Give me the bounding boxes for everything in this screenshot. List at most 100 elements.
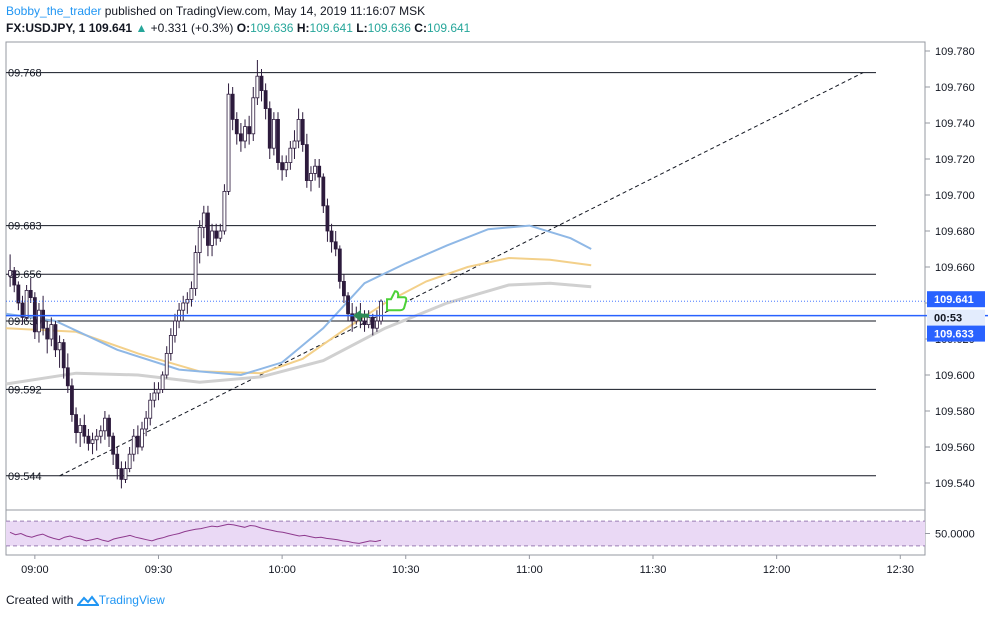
last-price: 109.641 bbox=[88, 21, 133, 35]
candle bbox=[193, 245, 198, 296]
candle bbox=[45, 321, 50, 354]
candle bbox=[259, 69, 264, 102]
author-link[interactable]: Bobby_the_trader bbox=[6, 4, 102, 18]
candle-body bbox=[119, 468, 124, 480]
candle bbox=[292, 130, 297, 159]
y-tick-label: 109.760 bbox=[935, 82, 975, 94]
tradingview-link[interactable]: TradingView bbox=[98, 593, 165, 607]
candle bbox=[94, 429, 99, 451]
low-value: 109.636 bbox=[367, 21, 411, 35]
candle-body bbox=[181, 302, 186, 311]
candle bbox=[70, 378, 74, 422]
footer: Created with TradingView bbox=[6, 593, 165, 608]
candle bbox=[243, 119, 247, 149]
close-label: C: bbox=[414, 21, 427, 35]
y-tick-label: 109.600 bbox=[935, 370, 975, 382]
candle bbox=[342, 274, 346, 303]
candle-body bbox=[65, 367, 70, 387]
candle bbox=[370, 313, 375, 336]
y-tick-label: 109.720 bbox=[935, 154, 975, 166]
candle-body bbox=[127, 453, 132, 470]
candle bbox=[148, 393, 153, 426]
candle bbox=[379, 299, 383, 325]
candle bbox=[144, 411, 149, 437]
candle-body bbox=[234, 119, 239, 135]
candle-body bbox=[111, 435, 116, 455]
candle bbox=[329, 223, 334, 253]
candle bbox=[37, 303, 41, 343]
sma-fast-line bbox=[5, 224, 592, 377]
horizontal-level-label: 09.592 bbox=[8, 384, 42, 396]
candle bbox=[280, 155, 285, 181]
candle-body bbox=[267, 108, 272, 149]
candle-body bbox=[243, 126, 247, 142]
candle-body bbox=[284, 162, 289, 171]
horizontal-level-label: 09.656 bbox=[8, 269, 42, 281]
symbol-label[interactable]: FX:USDJPY, 1 bbox=[6, 21, 86, 35]
candle bbox=[346, 292, 350, 321]
candle bbox=[230, 87, 235, 131]
candle bbox=[276, 112, 280, 170]
candle-body bbox=[49, 324, 54, 340]
candle bbox=[317, 159, 322, 188]
arrow-marker-icon bbox=[353, 309, 370, 322]
candle-body bbox=[276, 119, 280, 164]
candle-body bbox=[333, 241, 338, 250]
candle bbox=[65, 353, 70, 393]
candle-body bbox=[247, 126, 252, 135]
x-tick-label: 12:00 bbox=[763, 564, 791, 576]
candle-body bbox=[263, 90, 268, 109]
candle-body bbox=[226, 93, 231, 192]
candle-body bbox=[329, 230, 334, 243]
candle bbox=[156, 382, 161, 401]
x-tick-label: 11:00 bbox=[516, 564, 543, 576]
y-tick-label: 109.660 bbox=[935, 262, 975, 274]
candle-body bbox=[41, 309, 45, 329]
candle bbox=[206, 205, 210, 257]
price-chart[interactable]: 109.540109.560109.580109.600109.620109.6… bbox=[0, 0, 988, 590]
candle-body bbox=[61, 342, 66, 369]
candle-body bbox=[82, 424, 87, 437]
candle-body bbox=[342, 280, 346, 297]
candle bbox=[325, 198, 330, 242]
candle bbox=[271, 112, 276, 156]
candle-body bbox=[135, 435, 140, 448]
candle bbox=[251, 87, 256, 141]
candle-body bbox=[222, 190, 227, 232]
x-tick-label: 10:00 bbox=[268, 564, 296, 576]
candle-body bbox=[57, 342, 62, 351]
candle bbox=[263, 83, 268, 120]
y-tick-label: 109.680 bbox=[935, 226, 975, 238]
candle-body bbox=[292, 140, 297, 149]
current-price-tag: 109.641 bbox=[934, 294, 974, 306]
horizontal-level-label: 09.768 bbox=[8, 68, 42, 80]
candle bbox=[86, 429, 91, 451]
candle-body bbox=[230, 93, 235, 120]
candle bbox=[168, 328, 173, 361]
y-tick-label: 109.740 bbox=[935, 118, 975, 130]
candle-body bbox=[53, 324, 58, 351]
cursor-price-tag: 109.633 bbox=[934, 329, 974, 341]
candle-body bbox=[239, 133, 243, 142]
candle-body bbox=[300, 119, 305, 146]
tradingview-logo-icon bbox=[76, 595, 99, 606]
horizontal-level-label: 09.544 bbox=[8, 471, 42, 483]
candle-body bbox=[206, 212, 210, 246]
candle-body bbox=[156, 388, 161, 394]
candle-body bbox=[164, 352, 169, 376]
candle-body bbox=[304, 144, 309, 182]
price-change: +0.331 (+0.3%) bbox=[150, 21, 234, 35]
candle bbox=[189, 281, 194, 307]
candle-body bbox=[255, 75, 260, 99]
candle-body bbox=[168, 334, 173, 354]
candle-body bbox=[210, 230, 214, 246]
candle bbox=[57, 335, 62, 368]
publish-info: Bobby_the_trader published on TradingVie… bbox=[6, 4, 425, 18]
sma-slow-line bbox=[5, 281, 592, 386]
x-tick-label: 11:30 bbox=[640, 564, 667, 576]
candle-body bbox=[160, 374, 165, 390]
candle-body bbox=[148, 399, 153, 419]
candle-body bbox=[98, 430, 103, 437]
candle-body bbox=[362, 320, 367, 325]
candle bbox=[8, 254, 13, 287]
